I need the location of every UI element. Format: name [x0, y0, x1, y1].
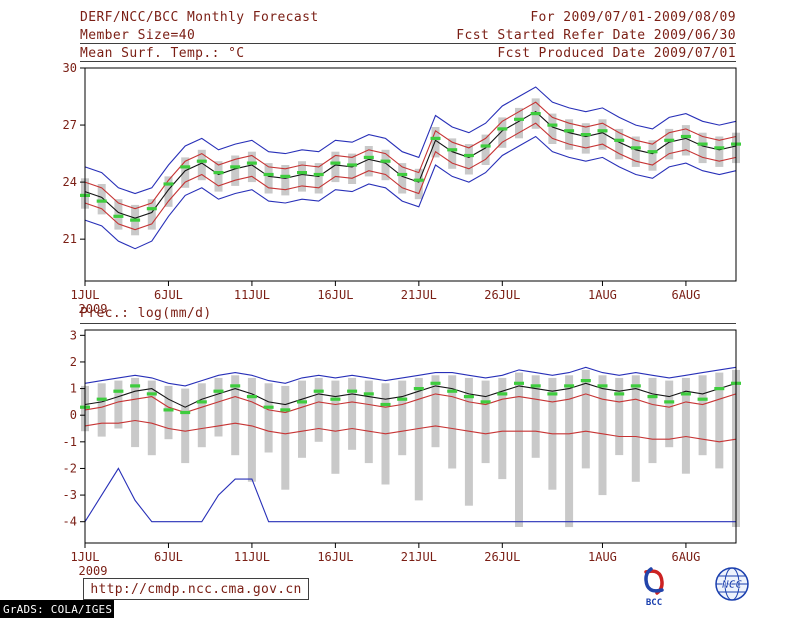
svg-text:1AUG: 1AUG	[588, 550, 617, 564]
source-url-box: http://cmdp.ncc.cma.gov.cn	[83, 578, 309, 600]
svg-text:11JUL: 11JUL	[234, 288, 270, 302]
bcc-logo-label: BCC	[646, 598, 662, 608]
svg-text:6JUL: 6JUL	[154, 288, 183, 302]
produced-date-label: Fcst Produced Date 2009/07/01	[497, 46, 736, 61]
ncc-logo-label: NCC	[721, 578, 742, 591]
svg-text:3: 3	[70, 328, 77, 342]
bcc-logo: BCC	[644, 567, 664, 608]
svg-text:1JUL: 1JUL	[71, 550, 100, 564]
bcc-logo-blue-swirl	[644, 567, 664, 593]
svg-text:-4: -4	[63, 515, 77, 529]
svg-text:-3: -3	[63, 488, 77, 502]
footer-logos: BCC NCC	[644, 567, 749, 608]
svg-text:1: 1	[70, 382, 77, 396]
ncc-logo: NCC	[715, 567, 749, 601]
svg-text:2009: 2009	[79, 564, 108, 578]
refer-date-label: Fcst Started Refer Date 2009/06/30	[456, 28, 736, 43]
svg-text:26JUL: 26JUL	[484, 550, 520, 564]
svg-text:21JUL: 21JUL	[401, 550, 437, 564]
svg-text:6AUG: 6AUG	[671, 288, 700, 302]
svg-text:2009: 2009	[79, 302, 108, 316]
svg-text:16JUL: 16JUL	[317, 550, 353, 564]
grads-credit-bar: GrADS: COLA/IGES	[0, 600, 114, 618]
svg-text:2: 2	[70, 355, 77, 369]
svg-text:21JUL: 21JUL	[401, 288, 437, 302]
svg-text:-1: -1	[63, 435, 77, 449]
svg-text:16JUL: 16JUL	[317, 288, 353, 302]
temp-panel-label: Mean Surf. Temp.: °C	[80, 46, 245, 61]
svg-text:6JUL: 6JUL	[154, 550, 183, 564]
header-divider-2	[80, 61, 736, 62]
svg-text:0: 0	[70, 408, 77, 422]
svg-text:1AUG: 1AUG	[588, 288, 617, 302]
member-size-label: Member Size=40	[80, 28, 196, 43]
svg-text:30: 30	[63, 61, 77, 75]
svg-text:21: 21	[63, 232, 77, 246]
plot-title: DERF/NCC/BCC Monthly Forecast	[80, 10, 319, 25]
svg-text:6AUG: 6AUG	[671, 550, 700, 564]
svg-text:27: 27	[63, 118, 77, 132]
source-url: http://cmdp.ncc.cma.gov.cn	[90, 581, 302, 597]
precip-divider	[80, 323, 736, 324]
svg-text:-2: -2	[63, 461, 77, 475]
grads-credit: GrADS: COLA/IGES	[3, 602, 113, 616]
precip-panel-label: Prec.: log(mm/d)	[80, 306, 212, 321]
svg-text:26JUL: 26JUL	[484, 288, 520, 302]
header-divider-1	[80, 43, 736, 44]
svg-text:1JUL: 1JUL	[71, 288, 100, 302]
svg-text:24: 24	[63, 175, 77, 189]
svg-text:11JUL: 11JUL	[234, 550, 270, 564]
forecast-range-label: For 2009/07/01-2009/08/09	[530, 10, 736, 25]
